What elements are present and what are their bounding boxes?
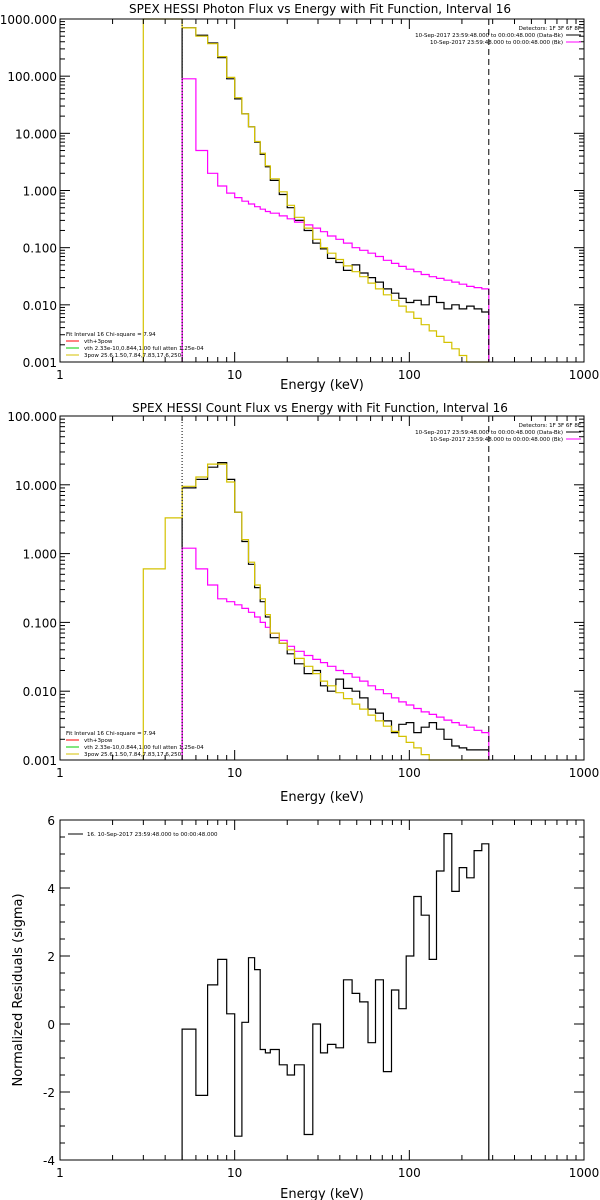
residuals-y-tick-label: 6 xyxy=(47,814,55,828)
count-flux-legend-lower: Fit Interval 16 Chi-square = 7.94 vth+3p… xyxy=(66,731,204,758)
photon-flux-plot-frame xyxy=(59,18,585,363)
photon-flux-legend-detectors: Detectors: 1F 3F 6F 8F xyxy=(519,26,581,32)
count-flux-ticks: 1 10 100 1000 0.001 0.010 0.100 1.000 10.000 100.… xyxy=(7,410,599,780)
count-flux-plot-frame xyxy=(59,415,585,761)
residuals-series-16-10-sep-2017-23-59-48-000-to-00-00-48- xyxy=(181,833,490,1160)
count-flux-y-tick-label: 1.000 xyxy=(23,548,57,562)
residuals-x-tick-label: 1000 xyxy=(569,1166,600,1180)
photon-flux-legend-data-bk: 10-Sep-2017 23:59:48.000 to 00:00:48.000… xyxy=(415,33,563,39)
residuals-y-tick-label: 4 xyxy=(47,882,55,896)
count-flux-series-3pow-25-6-1-50-7-84-7-83-17-6-250 xyxy=(142,463,489,761)
photon-flux-series-10-sep-2017-23-59-48-000-to-00-00-48-000 xyxy=(181,27,490,362)
photon-flux-x-tick-label: 1000 xyxy=(569,368,600,382)
count-flux-x-tick-label: 1 xyxy=(56,766,64,780)
count-flux-legend-vth3pow: vth+3pow xyxy=(84,738,113,744)
count-flux-legend-detectors: Detectors: 1F 3F 6F 8F xyxy=(519,423,581,429)
photon-flux-title: SPEX HESSI Photon Flux vs Energy with Fi… xyxy=(129,2,511,16)
photon-flux-x-tick-label: 100 xyxy=(398,368,421,382)
count-flux-series-10-sep-2017-23-59-48-000-to-00-00-48-000 xyxy=(181,462,490,760)
count-flux-legend-data-bk: 10-Sep-2017 23:59:48.000 to 00:00:48.000… xyxy=(415,430,563,436)
photon-flux-ticks: 1 10 100 1000 0.001 0.010 0.100 1.000 10.000 100.… xyxy=(0,13,599,382)
photon-flux-legend-vth: vth 2.33e-10,0.844,1.00 full atten 1.25e… xyxy=(84,346,204,352)
count-flux-series-10-sep-2017-23-59-48-000-to-00-00-48-000 xyxy=(181,547,490,760)
photon-flux-histograms xyxy=(142,18,490,363)
count-flux-legend-vth: vth 2.33e-10,0.844,1.00 full atten 1.25e… xyxy=(84,745,204,751)
residuals-y-tick-label: -2 xyxy=(43,1086,55,1100)
count-flux-panel: SPEX HESSI Count Flux vs Energy with Fit… xyxy=(7,401,599,805)
photon-flux-panel: SPEX HESSI Photon Flux vs Energy with Fi… xyxy=(0,2,599,393)
photon-flux-legend-3pow: 3pow 25.6,1.50,7.84,7.83,17.6,250 xyxy=(84,353,182,359)
photon-flux-series-3pow-25-6-1-50-7-84-7-83-17-6-250 xyxy=(142,18,489,363)
count-flux-x-tick-label: 10 xyxy=(227,766,242,780)
photon-flux-x-tick-label: 1 xyxy=(56,368,64,382)
count-flux-xlabel: Energy (keV) xyxy=(280,790,364,805)
residuals-x-tick-label: 1 xyxy=(56,1166,64,1180)
residuals-ylabel: Normalized Residuals (sigma) xyxy=(11,893,26,1086)
photon-flux-y-tick-label: 0.100 xyxy=(23,242,57,256)
count-flux-legend-upper: Detectors: 1F 3F 6F 8F 10-Sep-2017 23:59… xyxy=(415,423,581,443)
photon-flux-x-tick-label: 10 xyxy=(227,368,242,382)
photon-flux-series-10-sep-2017-23-59-48-000-to-00-00-48-000 xyxy=(181,78,490,362)
count-flux-y-tick-label: 10.000 xyxy=(15,479,57,493)
photon-flux-y-tick-label: 100.000 xyxy=(7,70,57,84)
photon-flux-y-tick-label: 1.000 xyxy=(23,185,57,199)
residuals-legend: 16. 10-Sep-2017 23:59:48.000 to 00:00:48… xyxy=(68,832,218,838)
count-flux-title: SPEX HESSI Count Flux vs Energy with Fit… xyxy=(132,401,508,415)
residuals-histogram xyxy=(181,833,490,1160)
count-flux-y-tick-label: 100.000 xyxy=(7,410,57,424)
photon-flux-legend-upper: Detectors: 1F 3F 6F 8F 10-Sep-2017 23:59… xyxy=(415,26,581,46)
count-flux-y-tick-label: 0.010 xyxy=(23,685,57,699)
residuals-ticks: 1 10 100 1000 -4 -2 0 2 4 6 xyxy=(43,814,599,1180)
residuals-plot-frame xyxy=(59,819,585,1161)
count-flux-histograms xyxy=(142,462,490,761)
count-flux-legend-3pow: 3pow 25.6,1.50,7.84,7.83,17.6,250 xyxy=(84,752,182,758)
count-flux-legend-fit-interval: Fit Interval 16 Chi-square = 7.94 xyxy=(66,731,156,737)
photon-flux-xlabel: Energy (keV) xyxy=(280,378,364,393)
photon-flux-legend-lower: Fit Interval 16 Chi-square = 7.94 vth+3p… xyxy=(66,332,204,359)
photon-flux-y-tick-label: 0.001 xyxy=(23,356,57,370)
photon-flux-y-tick-label: 10.000 xyxy=(15,127,57,141)
photon-flux-y-tick-label: 1000.000 xyxy=(0,13,57,27)
count-flux-y-tick-label: 0.100 xyxy=(23,616,57,630)
photon-flux-legend-fit-interval: Fit Interval 16 Chi-square = 7.94 xyxy=(66,332,156,338)
count-flux-x-tick-label: 1000 xyxy=(569,766,600,780)
residuals-panel: 1 10 100 1000 -4 -2 0 2 4 6 Normalized Residuals … xyxy=(11,814,599,1200)
residuals-x-tick-label: 100 xyxy=(398,1166,421,1180)
photon-flux-legend-bk: 10-Sep-2017 23:59:48.000 to 00:00:48.000… xyxy=(430,40,563,46)
photon-flux-legend-vth3pow: vth+3pow xyxy=(84,339,113,345)
residuals-y-tick-label: 2 xyxy=(47,950,55,964)
count-flux-legend-bk: 10-Sep-2017 23:59:48.000 to 00:00:48.000… xyxy=(430,437,563,443)
residuals-x-tick-label: 10 xyxy=(227,1166,242,1180)
residuals-xlabel: Energy (keV) xyxy=(280,1187,364,1200)
count-flux-y-tick-label: 0.001 xyxy=(23,754,57,768)
residuals-y-tick-label: 0 xyxy=(47,1018,55,1032)
residuals-y-tick-label: -4 xyxy=(43,1154,55,1168)
photon-flux-y-tick-label: 0.010 xyxy=(23,299,57,313)
residuals-legend-label: 16. 10-Sep-2017 23:59:48.000 to 00:00:48… xyxy=(87,832,218,838)
count-flux-x-tick-label: 100 xyxy=(398,766,421,780)
